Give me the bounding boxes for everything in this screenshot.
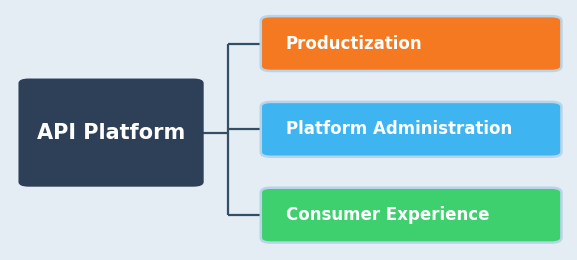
FancyBboxPatch shape <box>18 79 204 187</box>
Text: Productization: Productization <box>286 35 422 53</box>
Text: Platform Administration: Platform Administration <box>286 120 512 138</box>
FancyBboxPatch shape <box>261 16 561 71</box>
Text: Consumer Experience: Consumer Experience <box>286 206 489 224</box>
FancyBboxPatch shape <box>261 102 561 157</box>
Text: API Platform: API Platform <box>37 123 185 142</box>
FancyBboxPatch shape <box>261 188 561 243</box>
